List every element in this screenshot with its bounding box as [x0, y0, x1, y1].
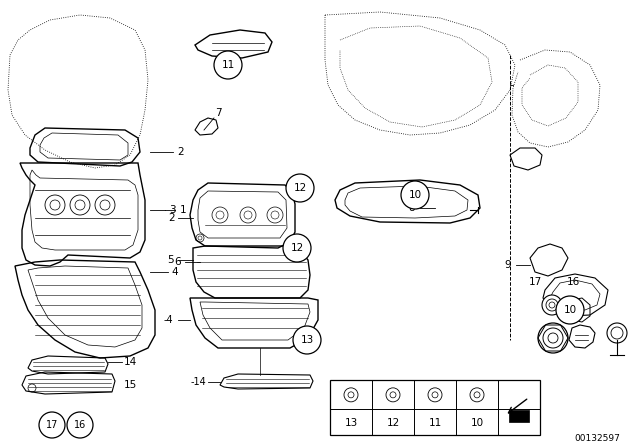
Text: 16: 16	[566, 277, 580, 287]
Text: 12: 12	[291, 243, 303, 253]
Text: 15: 15	[124, 380, 136, 390]
Text: 12: 12	[293, 183, 307, 193]
Text: 1: 1	[180, 205, 186, 215]
Text: 14: 14	[124, 357, 136, 367]
Circle shape	[556, 296, 584, 324]
Circle shape	[293, 326, 321, 354]
Text: 7: 7	[214, 108, 221, 118]
Text: 8: 8	[409, 203, 415, 213]
Text: 10: 10	[563, 305, 577, 315]
Circle shape	[286, 174, 314, 202]
Circle shape	[542, 295, 562, 315]
Text: 3: 3	[169, 205, 175, 215]
Text: 11: 11	[221, 60, 235, 70]
Text: 9: 9	[505, 260, 511, 270]
Circle shape	[538, 323, 568, 353]
Text: 16: 16	[74, 420, 86, 430]
Text: 17: 17	[529, 277, 541, 287]
Text: 12: 12	[387, 418, 399, 428]
Circle shape	[283, 234, 311, 262]
Text: 13: 13	[344, 418, 358, 428]
Text: 11: 11	[428, 418, 442, 428]
Text: 2: 2	[169, 213, 175, 223]
Text: 10: 10	[470, 418, 484, 428]
Text: -14: -14	[190, 377, 206, 387]
Circle shape	[401, 181, 429, 209]
Circle shape	[39, 412, 65, 438]
Circle shape	[67, 412, 93, 438]
Text: 5: 5	[168, 255, 174, 265]
Circle shape	[214, 51, 242, 79]
Text: 2: 2	[178, 147, 184, 157]
Text: 6: 6	[175, 257, 181, 267]
Text: 4: 4	[172, 267, 179, 277]
Bar	[330, 380, 540, 435]
Text: 10: 10	[408, 190, 422, 200]
Bar	[509, 409, 529, 422]
Text: -4: -4	[163, 315, 173, 325]
Text: 00132597: 00132597	[574, 434, 620, 443]
Circle shape	[607, 323, 627, 343]
Text: 17: 17	[46, 420, 58, 430]
Text: 13: 13	[300, 335, 314, 345]
